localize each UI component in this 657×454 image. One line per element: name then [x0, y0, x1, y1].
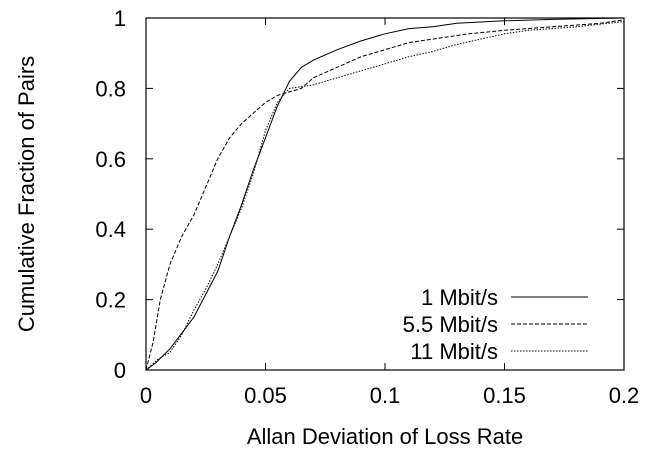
- x-axis-label: Allan Deviation of Loss Rate: [247, 424, 523, 449]
- y-axis-label: Cumulative Fraction of Pairs: [14, 56, 39, 332]
- legend-label: 5.5 Mbit/s: [403, 312, 498, 337]
- axis-ticks: [145, 17, 625, 371]
- x-tick-label: 0.1: [370, 383, 401, 408]
- series-line: [145, 21, 625, 371]
- y-tick-label: 0.4: [95, 217, 126, 242]
- legend-label: 11 Mbit/s: [410, 339, 498, 364]
- y-tick-label: 0.2: [95, 288, 126, 313]
- tick-labels: 0 0.05 0.1 0.15 0.2 0 0.2 0.4 0.6 0.8 1: [95, 6, 639, 408]
- plot-frame: [145, 17, 625, 371]
- y-tick-label: 1: [114, 6, 126, 31]
- x-tick-label: 0.2: [609, 383, 640, 408]
- x-tick-label: 0: [140, 383, 152, 408]
- x-tick-label: 0.05: [244, 383, 287, 408]
- legend: 1 Mbit/s5.5 Mbit/s11 Mbit/s: [403, 285, 588, 364]
- series-lines: [145, 17, 625, 371]
- y-tick-label: 0: [114, 358, 126, 383]
- legend-label: 1 Mbit/s: [421, 285, 498, 310]
- y-tick-label: 0.6: [95, 147, 126, 172]
- x-tick-label: 0.15: [483, 383, 526, 408]
- series-line: [145, 19, 625, 371]
- series-line: [145, 17, 625, 371]
- y-tick-label: 0.8: [95, 76, 126, 101]
